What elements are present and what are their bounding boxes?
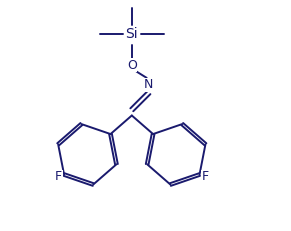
Text: O: O: [127, 59, 137, 72]
Text: F: F: [55, 170, 62, 183]
Text: F: F: [202, 170, 209, 183]
Text: N: N: [144, 78, 154, 91]
Text: Si: Si: [125, 27, 138, 42]
